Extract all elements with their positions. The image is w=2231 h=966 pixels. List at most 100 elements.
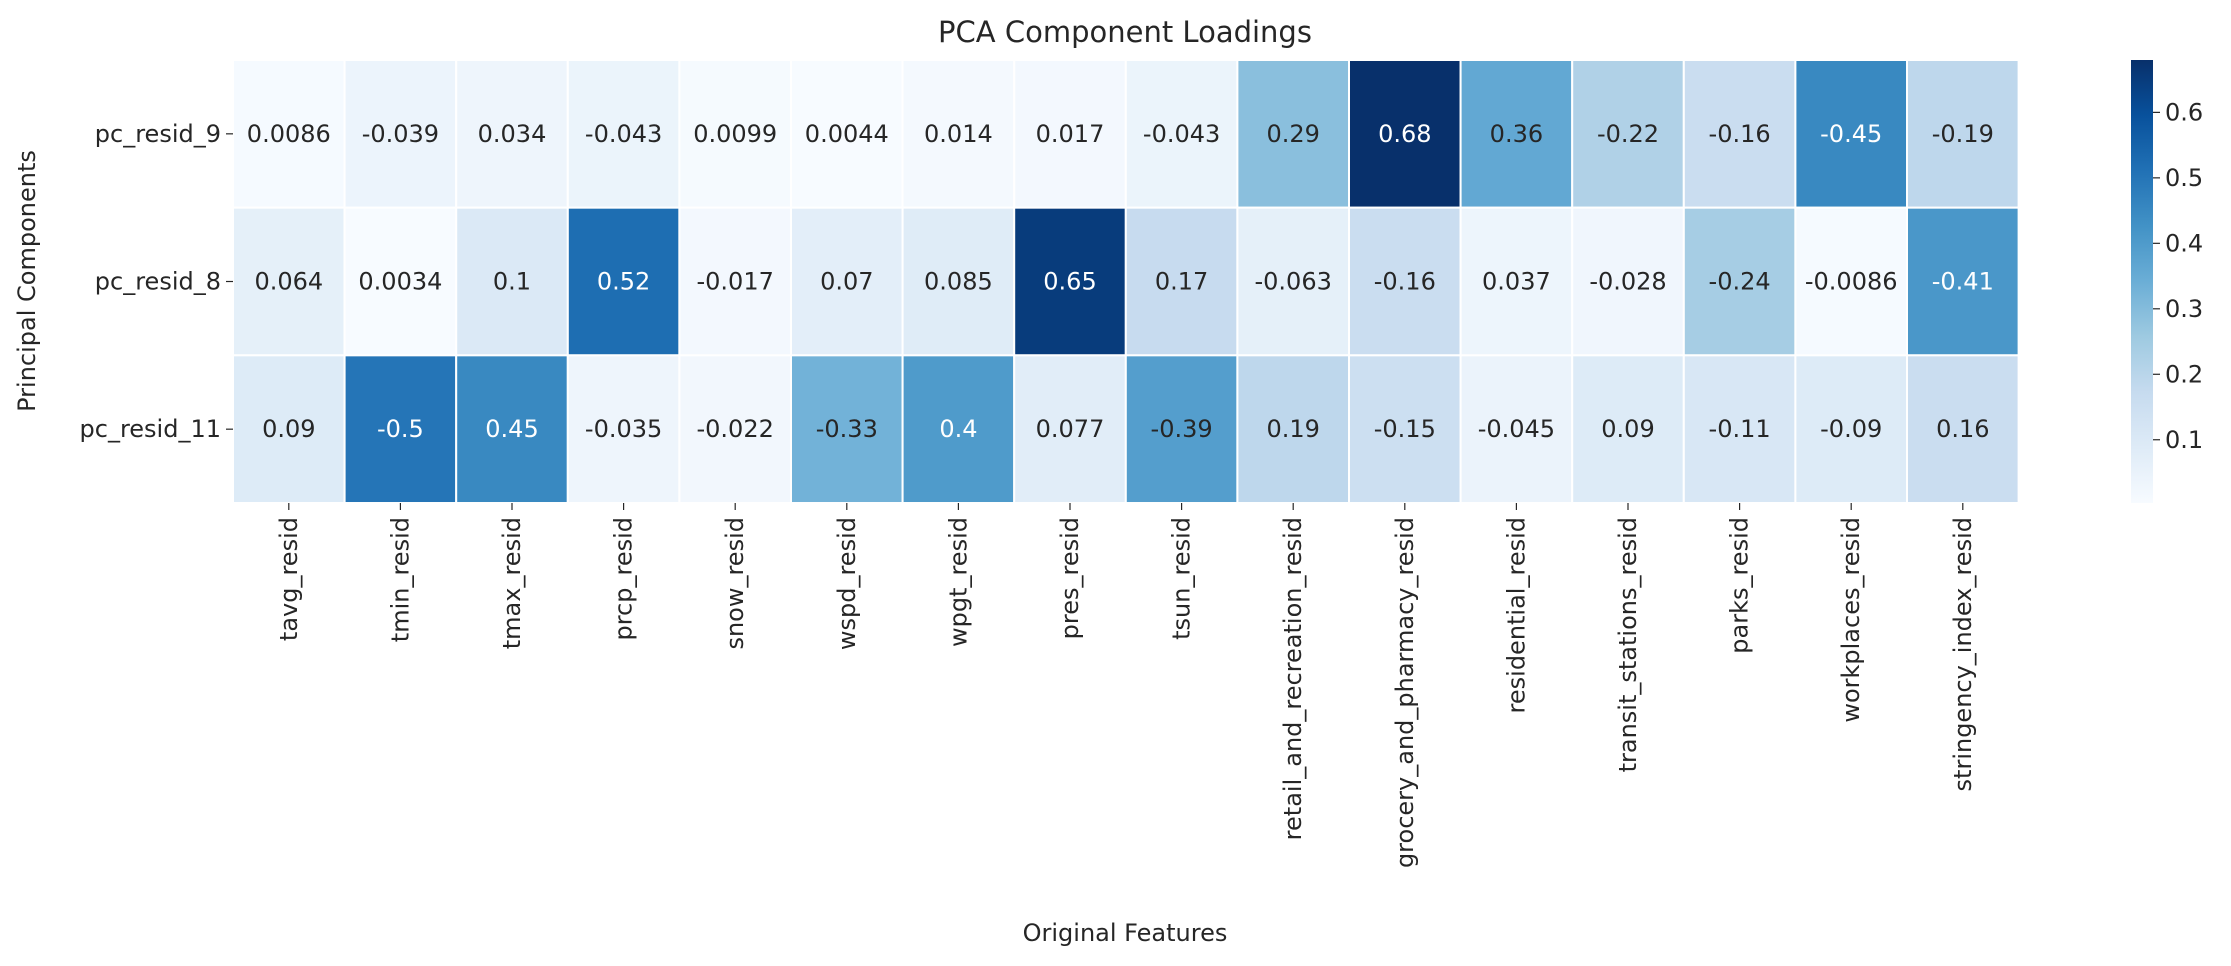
cell-value-label: -0.017: [697, 268, 774, 296]
cell-value-label: 0.017: [1036, 120, 1105, 148]
heatmap-cell: [566, 206, 681, 357]
cell-value-label: -0.39: [1151, 415, 1213, 443]
x-tick-label: prcp_resid: [610, 517, 638, 641]
cell-value-label: 0.077: [1036, 415, 1105, 443]
x-tick-label: retail_and_recreation_resid: [1279, 517, 1307, 840]
heatmap-cell: [1013, 59, 1127, 209]
cell-value-label: -0.45: [1820, 120, 1882, 148]
cell-value-label: -0.028: [1589, 268, 1666, 296]
heatmap-cell: [790, 59, 904, 209]
cell-value-label: -0.11: [1709, 415, 1771, 443]
x-tick-label: tsun_resid: [1168, 517, 1196, 640]
chart-title: PCA Component Loadings: [938, 15, 1312, 49]
y-tick-label: pc_resid_11: [80, 415, 221, 443]
colorbar: 0.1 0.2 0.3 0.4 0.5 0.6: [2131, 60, 2203, 503]
heatmap-cell: [1459, 206, 1574, 357]
cell-value-label: -0.24: [1709, 268, 1771, 296]
heatmap-cell: [678, 206, 793, 357]
x-axis-label: Original Features: [1023, 919, 1228, 947]
y-tick-label: pc_resid_9: [95, 120, 221, 148]
cell-value-label: 0.52: [597, 268, 650, 296]
cell-value-label: 0.19: [1266, 415, 1319, 443]
colorbar-gradient: [2131, 60, 2153, 503]
cell-value-label: 0.16: [1936, 415, 1989, 443]
heatmap-cell: [1236, 59, 1351, 209]
cell-value-label: 0.1: [493, 268, 531, 296]
cell-value-label: -0.0086: [1805, 268, 1898, 296]
x-tick-label: wpgt_resid: [944, 517, 972, 647]
cell-value-label: 0.037: [1482, 268, 1551, 296]
cell-value-label: 0.064: [254, 268, 323, 296]
x-tick-label: tmin_resid: [386, 517, 414, 642]
cell-value-label: -0.039: [362, 120, 439, 148]
x-tick-label: tavg_resid: [275, 517, 303, 641]
colorbar-tick-label: 0.3: [2165, 295, 2203, 323]
cell-value-label: -0.035: [585, 415, 662, 443]
cell-value-label: 0.0044: [805, 120, 889, 148]
cell-value-label: -0.33: [816, 415, 878, 443]
heatmap-cell: [1571, 206, 1685, 357]
x-tick-label: residential_resid: [1502, 517, 1530, 713]
heatmap-cells: 0.0086 -0.039 0.034 -0.043 0.0099 0.0044 0.014…: [232, 59, 2020, 505]
heatmap-cell: [1682, 354, 1797, 505]
cell-value-label: 0.65: [1043, 268, 1096, 296]
heatmap-cell: [455, 59, 569, 209]
heatmap-cell: [790, 206, 904, 357]
cell-value-label: 0.014: [924, 120, 993, 148]
cell-value-label: 0.4: [939, 415, 977, 443]
cell-value-label: -0.16: [1709, 120, 1771, 148]
cell-value-label: 0.09: [262, 415, 315, 443]
x-tick-label: grocery_and_pharmacy_resid: [1391, 517, 1419, 868]
cell-value-label: -0.5: [377, 415, 424, 443]
cell-value-label: 0.0086: [247, 120, 331, 148]
heatmap-cell: [1459, 59, 1574, 209]
heatmap-cell: [343, 206, 458, 357]
y-axis: pc_resid_9 pc_resid_8 pc_resid_11: [80, 120, 233, 443]
heatmap-cell: [901, 354, 1016, 505]
heatmap-cell: [678, 354, 793, 505]
x-tick-label: stringency_index_resid: [1949, 517, 1977, 791]
cell-value-label: -0.022: [697, 415, 774, 443]
cell-value-label: -0.15: [1374, 415, 1436, 443]
x-axis: tavg_resid tmin_resid tmax_resid prcp_resid…: [275, 503, 1977, 868]
y-tick-label: pc_resid_8: [95, 268, 221, 296]
heatmap-cell: [1348, 206, 1462, 357]
heatmap-cell: [232, 59, 346, 209]
cell-value-label: -0.41: [1932, 268, 1994, 296]
colorbar-tick-label: 0.4: [2165, 229, 2203, 257]
heatmap-cell: [1571, 354, 1685, 505]
cell-value-label: 0.0034: [358, 268, 442, 296]
cell-value-label: -0.043: [1143, 120, 1220, 148]
heatmap-cell: [343, 59, 458, 209]
cell-value-label: -0.16: [1374, 268, 1436, 296]
colorbar-tick-label: 0.6: [2165, 98, 2203, 126]
heatmap-cell: [1794, 206, 1909, 357]
cell-value-label: 0.45: [485, 415, 538, 443]
cell-value-label: -0.045: [1478, 415, 1555, 443]
cell-value-label: -0.22: [1597, 120, 1659, 148]
cell-value-label: 0.07: [820, 268, 873, 296]
x-tick-label: pres_resid: [1056, 517, 1084, 639]
heatmap-cell: [455, 206, 569, 357]
cell-value-label: -0.19: [1932, 120, 1994, 148]
cell-value-label: 0.0099: [693, 120, 777, 148]
heatmap-cell: [1348, 354, 1462, 505]
cell-value-label: -0.043: [585, 120, 662, 148]
colorbar-tick-label: 0.2: [2165, 360, 2203, 388]
cell-value-label: 0.68: [1378, 120, 1431, 148]
heatmap-cell: [1794, 354, 1909, 505]
heatmap-cell: [1906, 59, 2020, 209]
y-axis-label: Principal Components: [13, 150, 41, 412]
cell-value-label: -0.09: [1820, 415, 1882, 443]
cell-value-label: 0.085: [924, 268, 993, 296]
heatmap-cell: [566, 354, 681, 505]
cell-value-label: -0.063: [1255, 268, 1332, 296]
cell-value-label: 0.17: [1155, 268, 1208, 296]
x-tick-label: tmax_resid: [498, 517, 526, 649]
colorbar-tick-label: 0.1: [2165, 426, 2203, 454]
heatmap-cell: [1013, 354, 1127, 505]
colorbar-tick-label: 0.5: [2165, 164, 2203, 192]
heatmap-cell: [1906, 354, 2020, 505]
cell-value-label: 0.034: [478, 120, 547, 148]
